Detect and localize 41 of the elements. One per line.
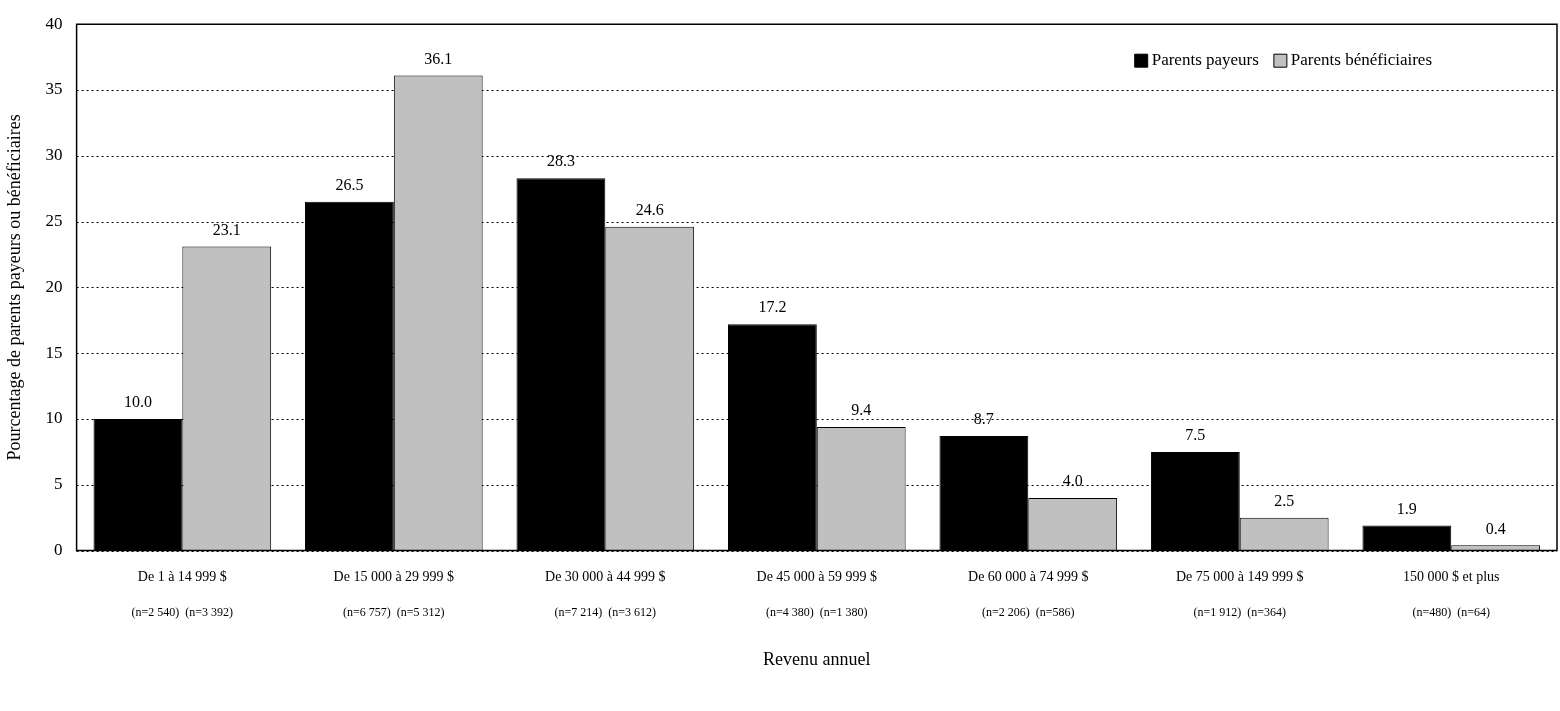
x-axis-title: Revenu annuel [763, 648, 871, 669]
text: (n=4 380) (n=1 380) [766, 604, 868, 619]
data-label: 9.4 [851, 401, 872, 419]
x-tick-label: De 30 000 à 44 999 $ [545, 568, 666, 584]
x-tick-label: De 75 000 à 149 999 $ [1176, 568, 1304, 584]
y-tick-label: 40 [45, 13, 63, 33]
y-axis-title: Pourcentage de parents payeurs ou bénéficiaires [3, 114, 24, 461]
text: (n=7 214) (n=3 612) [554, 604, 657, 619]
x-tick-label: 150 000 $ et plus [1403, 568, 1500, 584]
y-tick-label: 30 [45, 145, 63, 165]
y-tick-label: 15 [45, 342, 63, 362]
y-tick-label: 10 [45, 408, 63, 428]
data-label: 17.2 [758, 298, 787, 316]
text: (n=1 912) (n=364) [1193, 604, 1287, 619]
y-tick-label: 5 [54, 474, 63, 494]
x-tick-label: De 1 à 14 999 $ [137, 568, 227, 584]
x-tick-label: De 45 000 à 59 999 $ [756, 568, 878, 584]
legend-label: Parents bénéficiaires [1290, 49, 1433, 69]
y-tick-label: 0 [54, 540, 63, 560]
y-tick-label: 25 [45, 211, 63, 231]
x-tick-label: De 15 000 à 29 999 $ [333, 568, 455, 584]
legend-label: Parents payeurs [1151, 49, 1259, 69]
x-tick-label: De 60 000 à 74 999 $ [968, 568, 1089, 584]
data-label: 23.1 [212, 220, 241, 238]
data-label: 2.5 [1274, 491, 1295, 509]
data-label: 26.5 [335, 176, 364, 194]
data-label: 24.6 [635, 201, 664, 219]
data-label: 4.0 [1062, 472, 1083, 490]
text: (n=2 540) (n=3 392) [131, 604, 234, 619]
y-tick-label: 35 [45, 79, 63, 99]
data-label: 28.3 [546, 152, 575, 170]
text: (n=6 757) (n=5 312) [343, 604, 445, 619]
data-label: 1.9 [1396, 499, 1417, 517]
y-tick-label: 20 [45, 276, 63, 296]
data-label: 10.0 [123, 393, 152, 411]
text: (n=2 206) (n=586) [982, 604, 1075, 619]
text: (n=480) (n=64) [1412, 604, 1491, 619]
data-label: 7.5 [1185, 426, 1206, 444]
data-label: 36.1 [424, 49, 453, 67]
data-label: 0.4 [1485, 519, 1506, 537]
data-label: 8.7 [973, 410, 994, 428]
